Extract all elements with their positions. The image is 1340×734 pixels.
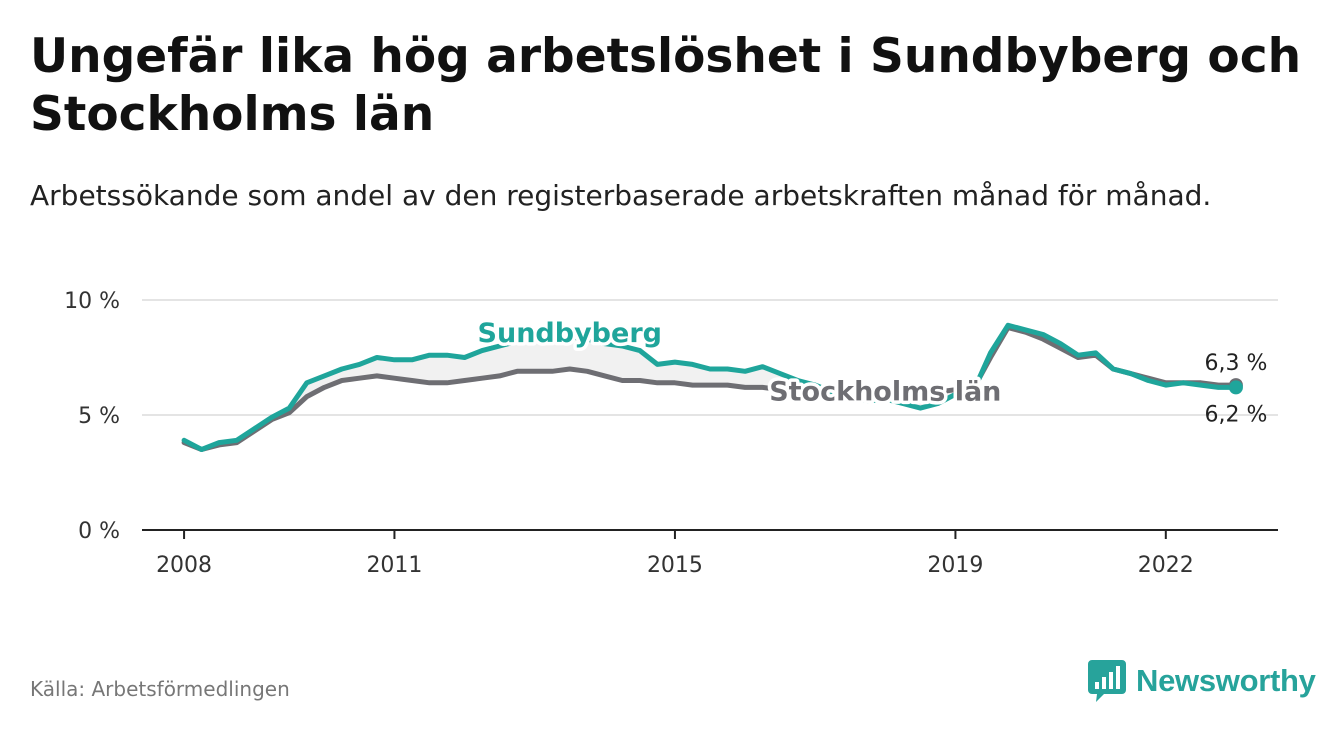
end-label-stockholms-lan: 6,3 % xyxy=(1204,351,1267,376)
brand-name: Newsworthy xyxy=(1136,663,1316,698)
y-tick-label: 5 % xyxy=(78,404,120,429)
source-note: Källa: Arbetsförmedlingen xyxy=(30,677,290,701)
series-label-stockholms-lan: Stockholms län xyxy=(769,377,1001,408)
x-tick-label: 2015 xyxy=(647,553,703,578)
newsworthy-logo-icon xyxy=(1088,660,1126,702)
brand-logo[interactable]: Newsworthy xyxy=(1088,660,1316,702)
grid-layer xyxy=(142,299,1278,416)
chart-subtitle: Arbetssökande som andel av den registerb… xyxy=(30,179,1212,212)
series-label-sundbyberg: Sundbyberg xyxy=(478,318,662,349)
end-point-sundbyberg xyxy=(1228,380,1243,395)
y-tick-label: 10 % xyxy=(64,289,120,314)
chart-title: Ungefär lika hög arbetslöshet i Sundbybe… xyxy=(30,29,1302,142)
series-layer xyxy=(181,322,1243,452)
x-tick-label: 2022 xyxy=(1138,553,1194,578)
series-line-sundbyberg xyxy=(181,322,1239,452)
end-label-sundbyberg: 6,2 % xyxy=(1204,402,1267,427)
x-tick-label: 2011 xyxy=(366,553,422,578)
x-tick-label: 2008 xyxy=(156,553,212,578)
series-line-stockholms-lan xyxy=(181,325,1239,452)
label-layer: Sundbyberg Stockholms län 6,3 % 6,2 % xyxy=(474,315,1267,428)
line-chart: 0 % 5 % 10 % 2008 2011 2015 2019 2022 Sundbyber… xyxy=(64,289,1278,578)
axis-layer: 0 % 5 % 10 % 2008 2011 2015 2019 2022 xyxy=(64,289,1278,578)
x-tick-label: 2019 xyxy=(927,553,983,578)
y-tick-label: 0 % xyxy=(78,519,120,544)
